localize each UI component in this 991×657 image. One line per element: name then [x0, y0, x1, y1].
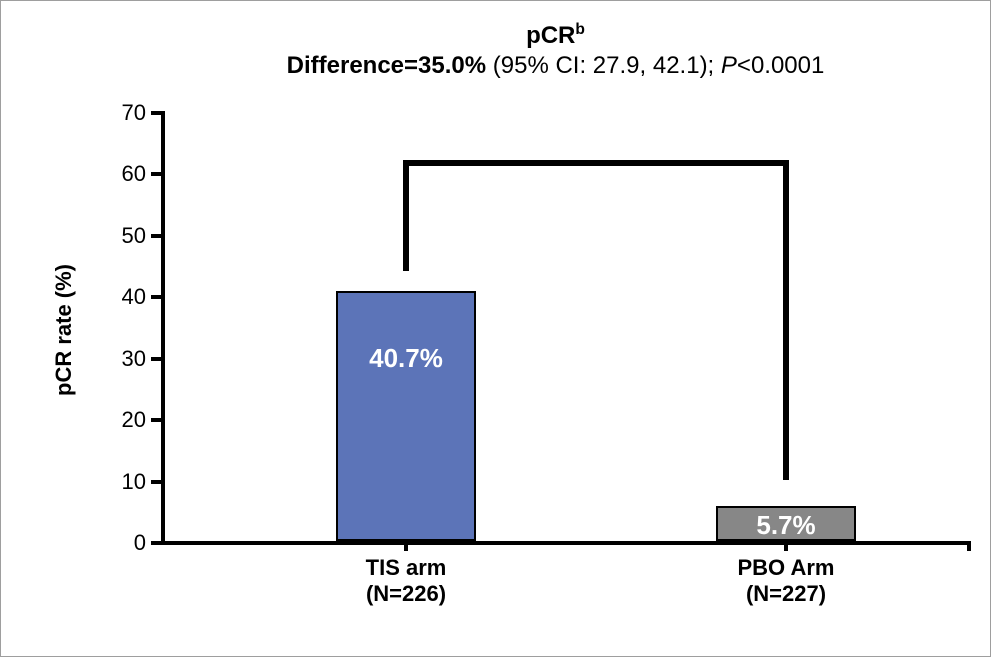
bar-0: 40.7%	[336, 291, 476, 541]
chart-title: pCRb Difference=35.0% (95% CI: 27.9, 42.…	[161, 21, 950, 80]
y-tick	[151, 541, 161, 545]
y-tick	[151, 172, 161, 176]
y-tick-label: 10	[101, 469, 146, 495]
y-tick	[151, 295, 161, 299]
bracket-right	[783, 160, 789, 479]
bar-value-label-1: 5.7%	[718, 510, 854, 541]
title-line2-tail: <0.0001	[737, 52, 824, 79]
chart-title-line1: pCRb	[161, 21, 950, 50]
y-tick-label: 40	[101, 284, 146, 310]
title-line2-bold: Difference=35.0%	[287, 52, 486, 79]
title-line2-mid: (95% CI: 27.9, 42.1);	[486, 52, 721, 79]
bar-value-label-0: 40.7%	[338, 343, 474, 374]
y-tick-label: 30	[101, 346, 146, 372]
title-line2-p: P	[721, 52, 737, 79]
x-tick-1	[784, 541, 788, 551]
y-tick-label: 70	[101, 100, 146, 126]
y-tick	[151, 418, 161, 422]
y-tick	[151, 357, 161, 361]
y-axis-line	[161, 111, 165, 545]
y-tick-label: 20	[101, 407, 146, 433]
y-axis-label: pCR rate (%)	[51, 264, 77, 396]
y-tick-label: 0	[101, 530, 146, 556]
title-line1-prefix: pCR	[526, 22, 575, 49]
x-end-tick	[967, 541, 971, 551]
chart-container: pCRb Difference=35.0% (95% CI: 27.9, 42.…	[0, 0, 991, 657]
bar-1: 5.7%	[716, 506, 856, 541]
x-cat-n-1: (N=227)	[666, 581, 906, 607]
x-category-label-0: TIS arm(N=226)	[286, 555, 526, 607]
plot-area	[161, 111, 931, 541]
x-cat-name-1: PBO Arm	[738, 555, 835, 580]
x-cat-n-0: (N=226)	[286, 581, 526, 607]
y-tick	[151, 111, 161, 115]
y-tick	[151, 480, 161, 484]
y-tick-label: 50	[101, 223, 146, 249]
y-tick	[151, 234, 161, 238]
chart-title-line2: Difference=35.0% (95% CI: 27.9, 42.1); P…	[161, 52, 950, 80]
bracket-top	[403, 160, 789, 166]
x-cat-name-0: TIS arm	[366, 555, 447, 580]
bracket-left	[403, 160, 409, 271]
x-tick-0	[404, 541, 408, 551]
x-axis-line	[161, 541, 971, 545]
x-category-label-1: PBO Arm(N=227)	[666, 555, 906, 607]
y-tick-label: 60	[101, 161, 146, 187]
title-line1-super: b	[575, 21, 585, 38]
